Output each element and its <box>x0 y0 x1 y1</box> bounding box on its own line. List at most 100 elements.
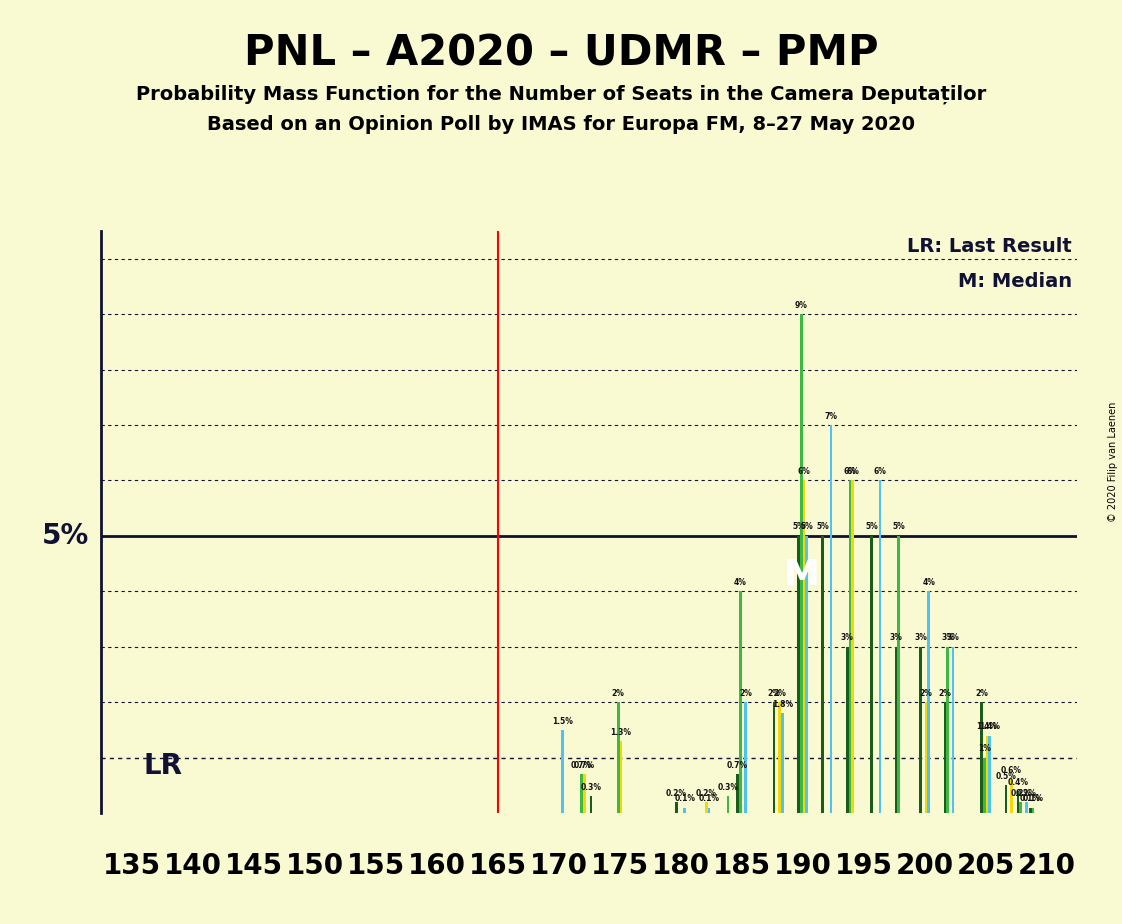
Text: © 2020 Filip van Laenen: © 2020 Filip van Laenen <box>1109 402 1118 522</box>
Text: 185: 185 <box>712 852 771 880</box>
Text: 160: 160 <box>407 852 466 880</box>
Bar <box>928 591 930 813</box>
Bar <box>797 536 800 813</box>
Text: 205: 205 <box>956 852 1014 880</box>
Text: 6%: 6% <box>844 467 856 476</box>
Bar <box>1020 802 1022 813</box>
Text: 0.2%: 0.2% <box>696 788 717 797</box>
Text: 0.1%: 0.1% <box>699 794 719 803</box>
Bar <box>848 480 852 813</box>
Text: 200: 200 <box>895 852 954 880</box>
Bar <box>1026 802 1028 813</box>
Text: 2%: 2% <box>767 688 781 698</box>
Text: 1.3%: 1.3% <box>610 727 632 736</box>
Text: PNL – A2020 – UDMR – PMP: PNL – A2020 – UDMR – PMP <box>243 32 879 74</box>
Text: 165: 165 <box>469 852 526 880</box>
Text: 5%: 5% <box>865 522 879 531</box>
Text: 0.2%: 0.2% <box>666 788 687 797</box>
Bar <box>852 480 854 813</box>
Bar <box>871 536 873 813</box>
Text: LR: Last Result: LR: Last Result <box>908 237 1073 256</box>
Text: 5%: 5% <box>792 522 804 531</box>
Text: 0.4%: 0.4% <box>1008 777 1029 786</box>
Bar <box>1029 808 1031 813</box>
Text: 195: 195 <box>835 852 893 880</box>
Text: 140: 140 <box>164 852 221 880</box>
Text: 2%: 2% <box>920 688 932 698</box>
Text: 5%: 5% <box>42 522 89 550</box>
Bar <box>800 314 802 813</box>
Text: 145: 145 <box>224 852 283 880</box>
Bar <box>683 808 686 813</box>
Bar <box>590 796 592 813</box>
Text: 4%: 4% <box>734 578 746 587</box>
Text: 135: 135 <box>102 852 160 880</box>
Text: 155: 155 <box>347 852 405 880</box>
Bar <box>773 702 775 813</box>
Bar <box>985 736 988 813</box>
Bar <box>846 647 848 813</box>
Text: LR: LR <box>144 752 183 780</box>
Text: M: M <box>783 558 819 591</box>
Bar <box>983 758 985 813</box>
Bar <box>821 536 825 813</box>
Text: 1.5%: 1.5% <box>552 716 573 725</box>
Text: 3%: 3% <box>890 633 902 642</box>
Bar <box>781 713 783 813</box>
Text: 6%: 6% <box>846 467 859 476</box>
Bar <box>1031 808 1034 813</box>
Bar <box>944 702 946 813</box>
Text: 2%: 2% <box>773 688 787 698</box>
Text: 170: 170 <box>530 852 588 880</box>
Text: 2%: 2% <box>975 688 988 698</box>
Bar <box>894 647 898 813</box>
Text: 3%: 3% <box>941 633 954 642</box>
Text: 0.2%: 0.2% <box>1015 788 1037 797</box>
Bar <box>946 647 949 813</box>
Text: 0.3%: 0.3% <box>580 783 601 792</box>
Text: 190: 190 <box>774 852 831 880</box>
Text: 1.4%: 1.4% <box>980 722 1000 731</box>
Text: 180: 180 <box>652 852 709 880</box>
Text: 0.1%: 0.1% <box>1020 794 1041 803</box>
Text: 6%: 6% <box>798 467 810 476</box>
Text: 4%: 4% <box>922 578 935 587</box>
Bar <box>830 425 833 813</box>
Text: 0.7%: 0.7% <box>571 760 592 770</box>
Bar <box>1017 791 1020 813</box>
Bar <box>1004 785 1008 813</box>
Bar <box>561 730 564 813</box>
Text: 3%: 3% <box>947 633 959 642</box>
Text: 2%: 2% <box>739 688 752 698</box>
Text: Probability Mass Function for the Number of Seats in the Camera Deputaților: Probability Mass Function for the Number… <box>136 85 986 104</box>
Text: 0.5%: 0.5% <box>995 772 1017 781</box>
Bar <box>727 796 729 813</box>
Bar <box>898 536 900 813</box>
Text: 2%: 2% <box>938 688 951 698</box>
Text: 1.8%: 1.8% <box>772 699 793 709</box>
Bar <box>583 774 586 813</box>
Text: 5%: 5% <box>800 522 813 531</box>
Text: 0.3%: 0.3% <box>717 783 738 792</box>
Text: 2%: 2% <box>611 688 625 698</box>
Text: 0.7%: 0.7% <box>573 760 595 770</box>
Text: 3%: 3% <box>840 633 854 642</box>
Bar <box>619 741 623 813</box>
Text: 0.2%: 0.2% <box>1010 788 1031 797</box>
Text: 210: 210 <box>1018 852 1076 880</box>
Bar <box>736 774 738 813</box>
Bar <box>744 702 747 813</box>
Text: 0.7%: 0.7% <box>727 760 748 770</box>
Bar <box>988 736 991 813</box>
Text: M: Median: M: Median <box>958 272 1073 291</box>
Text: 0.1%: 0.1% <box>1022 794 1043 803</box>
Text: 5%: 5% <box>817 522 829 531</box>
Text: 1.4%: 1.4% <box>976 722 997 731</box>
Bar <box>617 702 619 813</box>
Text: 150: 150 <box>285 852 343 880</box>
Bar <box>675 802 678 813</box>
Bar <box>925 702 928 813</box>
Bar <box>708 808 710 813</box>
Bar <box>580 774 583 813</box>
Text: 175: 175 <box>590 852 649 880</box>
